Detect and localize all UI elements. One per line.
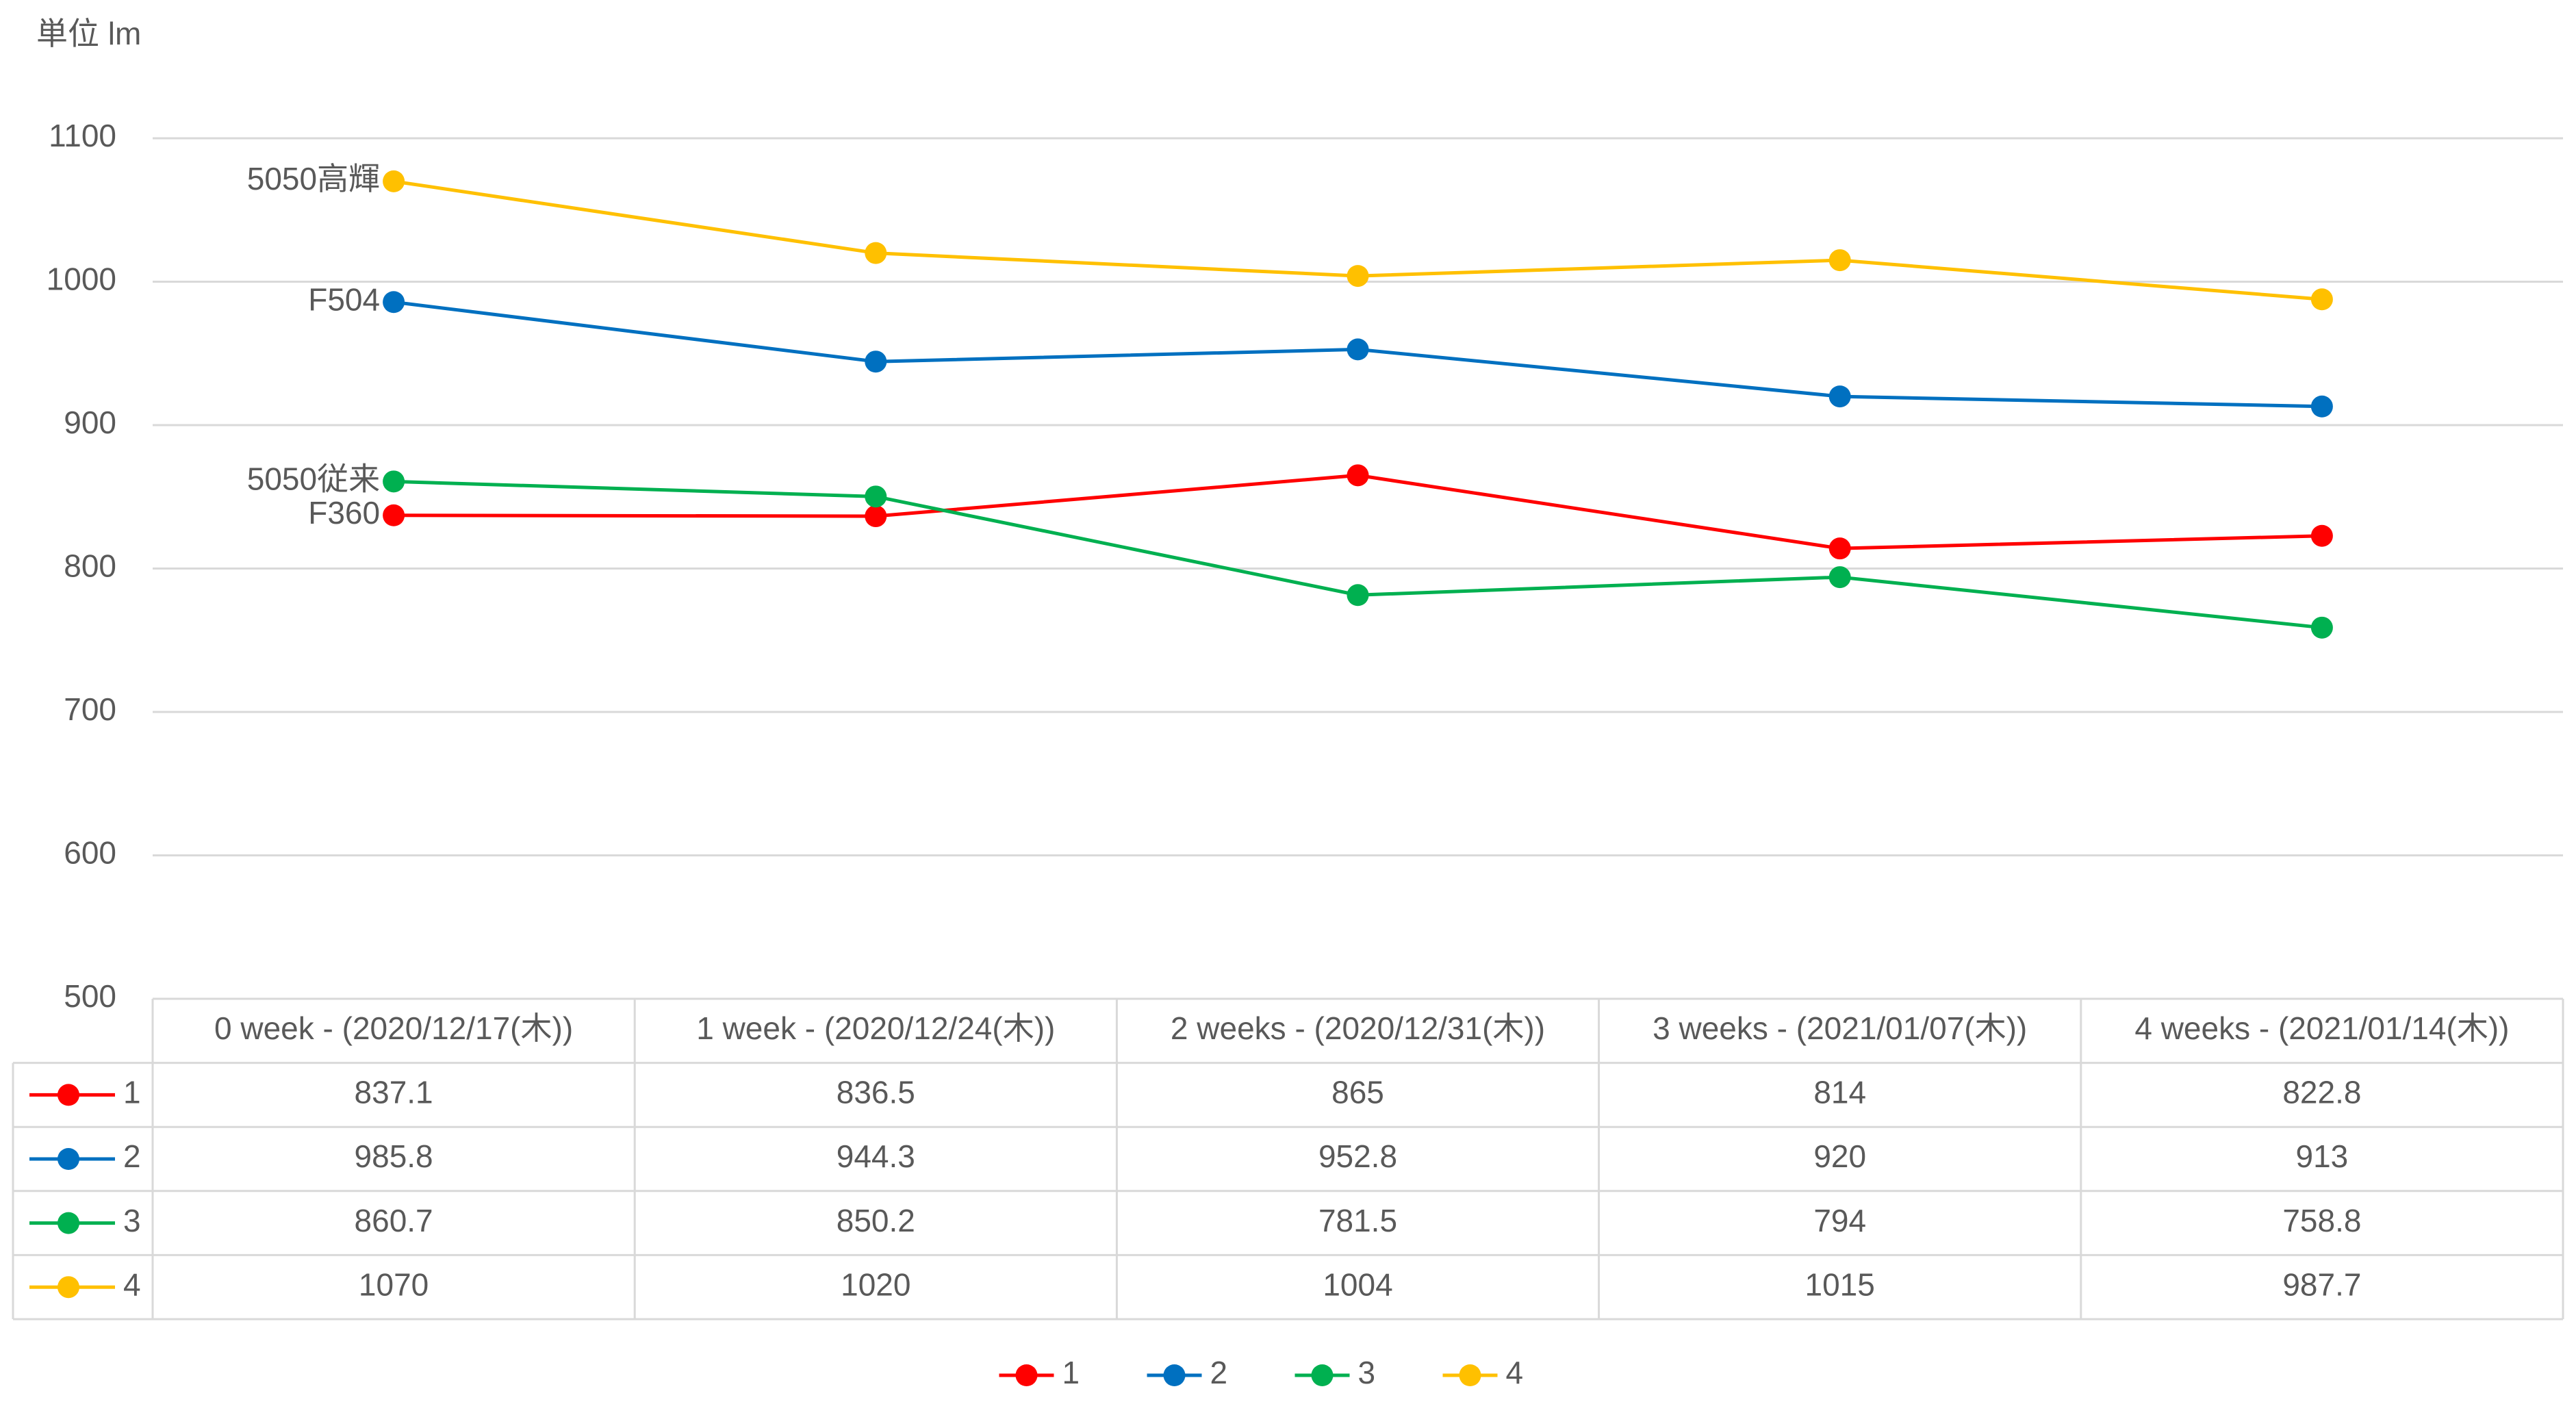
data-point xyxy=(2310,288,2333,311)
data-point xyxy=(1347,338,1369,361)
table-value: 920 xyxy=(1813,1138,1866,1174)
data-point xyxy=(865,350,887,373)
legend-marker xyxy=(1459,1364,1481,1386)
series-line xyxy=(394,473,2322,550)
table-legend-name: 2 xyxy=(123,1138,141,1174)
data-point xyxy=(2310,616,2333,639)
x-category-label: 1 week - (2020/12/24(木)) xyxy=(696,1010,1055,1046)
table-value: 794 xyxy=(1813,1203,1866,1238)
table-value: 1070 xyxy=(359,1266,429,1302)
data-point xyxy=(1347,584,1369,607)
table-value: 850.2 xyxy=(837,1203,915,1238)
data-point xyxy=(2310,524,2333,547)
table-value: 985.8 xyxy=(355,1138,433,1174)
legend-label: 2 xyxy=(1210,1355,1228,1390)
data-point xyxy=(383,291,405,314)
y-tick-label: 500 xyxy=(64,978,116,1014)
y-tick-label: 1100 xyxy=(49,118,116,153)
data-point xyxy=(383,170,405,192)
table-value: 781.5 xyxy=(1318,1203,1397,1238)
table-value: 952.8 xyxy=(1318,1138,1397,1174)
series-annotation: 5050従来 xyxy=(247,461,380,496)
table-value: 865 xyxy=(1331,1075,1384,1110)
table-value: 758.8 xyxy=(2282,1203,2361,1238)
table-value: 1015 xyxy=(1805,1266,1875,1302)
chart-title: 単位 lm xyxy=(36,16,141,51)
x-category-label: 4 weeks - (2021/01/14(木)) xyxy=(2134,1010,2509,1046)
data-point xyxy=(1828,537,1851,560)
table-value: 1020 xyxy=(841,1266,910,1302)
data-point xyxy=(1828,249,1851,272)
data-point xyxy=(865,242,887,264)
table-value: 860.7 xyxy=(355,1203,433,1238)
table-legend-marker xyxy=(58,1276,79,1299)
table-legend-name: 3 xyxy=(123,1203,141,1238)
data-point xyxy=(383,470,405,493)
data-point xyxy=(383,504,405,526)
table-value: 822.8 xyxy=(2282,1075,2361,1110)
legend-marker xyxy=(1311,1364,1334,1386)
y-tick-label: 1000 xyxy=(47,262,116,297)
x-category-label: 3 weeks - (2021/01/07(木)) xyxy=(1653,1010,2027,1046)
series-annotation: 5050高輝 xyxy=(247,161,380,196)
table-value: 814 xyxy=(1813,1075,1866,1110)
table-legend-marker xyxy=(58,1148,79,1170)
legend-label: 4 xyxy=(1506,1355,1524,1390)
data-point xyxy=(1828,566,1851,589)
table-legend-name: 4 xyxy=(123,1266,141,1302)
table-value: 913 xyxy=(2296,1138,2349,1174)
table-value: 944.3 xyxy=(837,1138,915,1174)
table-legend-marker xyxy=(58,1084,79,1106)
table-value: 987.7 xyxy=(2282,1266,2361,1302)
y-tick-label: 800 xyxy=(64,548,116,584)
table-value: 837.1 xyxy=(355,1075,433,1110)
data-point xyxy=(1828,385,1851,408)
x-category-label: 2 weeks - (2020/12/31(木)) xyxy=(1171,1010,1545,1046)
table-value: 1004 xyxy=(1323,1266,1392,1302)
legend-marker xyxy=(1163,1364,1186,1386)
y-tick-label: 700 xyxy=(64,691,116,727)
y-tick-label: 600 xyxy=(64,835,116,871)
data-point xyxy=(865,485,887,508)
y-tick-label: 900 xyxy=(64,405,116,440)
series-annotation: F504 xyxy=(308,281,380,317)
table-value: 836.5 xyxy=(837,1075,915,1110)
data-point xyxy=(1347,464,1369,487)
legend-label: 1 xyxy=(1062,1355,1080,1390)
legend-label: 3 xyxy=(1358,1355,1376,1390)
data-point xyxy=(1347,265,1369,288)
series-annotation: F360 xyxy=(308,495,380,531)
table-legend-marker xyxy=(58,1212,79,1234)
x-category-label: 0 week - (2020/12/17(木)) xyxy=(214,1010,573,1046)
data-point xyxy=(865,505,887,528)
legend-marker xyxy=(1015,1364,1038,1386)
table-legend-name: 1 xyxy=(123,1075,141,1110)
data-point xyxy=(2310,395,2333,418)
